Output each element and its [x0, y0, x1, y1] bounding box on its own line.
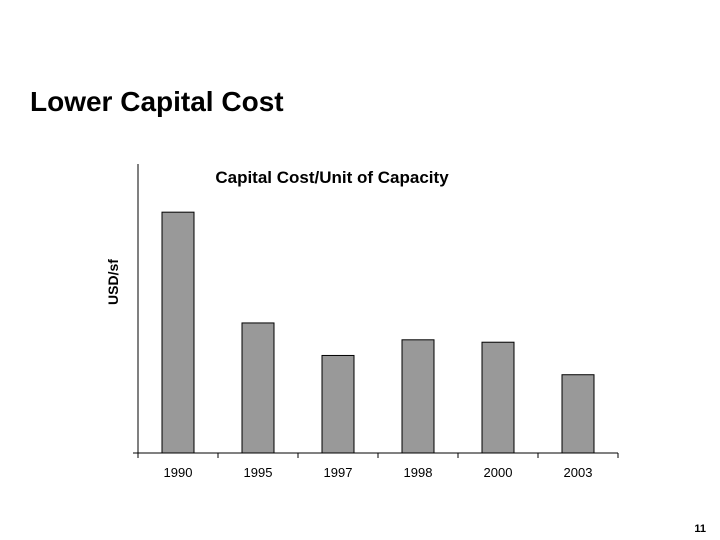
- bar-series: [161, 211, 595, 454]
- x-tick-labels: 1990 1995 1997 1998 2000 2003: [164, 465, 593, 480]
- slide-title: Lower Capital Cost: [30, 86, 284, 117]
- bar-1998: [401, 339, 435, 454]
- bar-1990: [161, 211, 195, 454]
- chart-title: Capital Cost/Unit of Capacity: [215, 168, 449, 187]
- axis-ticks: [137, 453, 619, 458]
- x-tick-label-2000: 2000: [484, 465, 513, 480]
- y-axis-label: USD/sf: [105, 259, 121, 305]
- x-tick-label-1990: 1990: [164, 465, 193, 480]
- slide-number: 11: [694, 523, 706, 535]
- x-tick-label-1995: 1995: [244, 465, 273, 480]
- x-tick-label-1997: 1997: [324, 465, 353, 480]
- bar-2003: [561, 374, 595, 454]
- bar-1997: [321, 354, 355, 454]
- bar-1995: [241, 322, 275, 454]
- x-tick-label-2003: 2003: [564, 465, 593, 480]
- x-tick-label-1998: 1998: [404, 465, 433, 480]
- bar-2000: [481, 341, 515, 454]
